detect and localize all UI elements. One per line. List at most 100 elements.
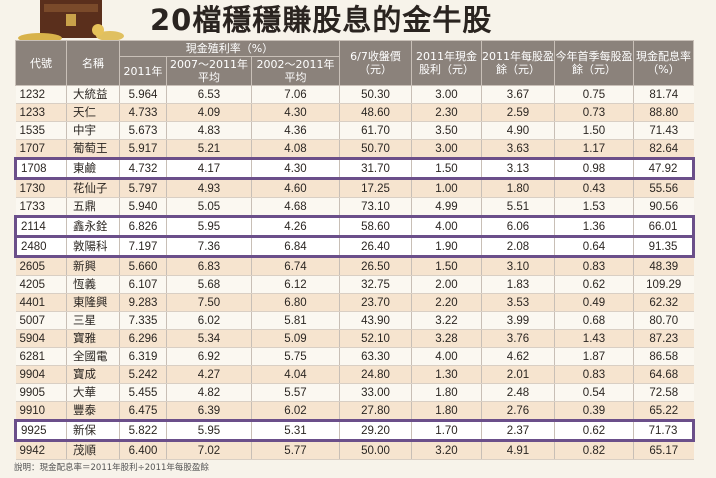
cell-eps: 2.01 bbox=[481, 365, 555, 384]
table-row-highlighted: 1708 東鹼 4.732 4.17 4.30 31.70 1.50 3.13 0.98 47.9… bbox=[14, 157, 695, 180]
cell-y2011: 7.197 bbox=[119, 235, 167, 258]
cell-y2011: 5.673 bbox=[119, 121, 167, 140]
cell-name: 大華 bbox=[66, 383, 120, 402]
cell-div: 1.30 bbox=[411, 365, 482, 384]
cell-code: 1707 bbox=[15, 139, 67, 159]
cell-y0211: 5.31 bbox=[251, 419, 340, 442]
cell-price: 32.75 bbox=[339, 275, 412, 294]
table-row: 1535 中宇 5.673 4.83 4.36 61.70 3.50 4.90 1.50 71.4… bbox=[15, 121, 694, 140]
cell-eps: 3.67 bbox=[481, 85, 555, 104]
cell-div: 3.28 bbox=[411, 329, 482, 348]
table-row: 9942 茂順 6.400 7.02 5.77 50.00 3.20 4.91 0.82 65.1… bbox=[15, 440, 694, 460]
table-row: 4401 東隆興 9.283 7.50 6.80 23.70 2.20 3.53 0.49 62.… bbox=[15, 293, 694, 312]
cell-payout: 71.43 bbox=[633, 121, 694, 140]
cell-payout: 109.29 bbox=[633, 275, 694, 294]
cell-payout: 81.74 bbox=[633, 85, 694, 104]
cell-price: 50.00 bbox=[339, 440, 412, 460]
cell-y2011: 6.475 bbox=[119, 401, 167, 421]
cell-name: 豐泰 bbox=[66, 401, 120, 421]
dividend-stocks-table: 代號 名稱 現金殖利率（%） 6/7收盤價（元） 2011年現金股利（元） 20… bbox=[14, 40, 695, 460]
cell-q1: 0.83 bbox=[554, 365, 634, 384]
cell-y2011: 5.917 bbox=[119, 139, 167, 159]
cell-y2011: 6.826 bbox=[119, 215, 167, 238]
cell-div: 3.50 bbox=[411, 121, 482, 140]
header-yield-2002-2011: 2002～2011年平均 bbox=[251, 56, 340, 86]
cell-q1: 0.54 bbox=[554, 383, 634, 402]
cell-y0211: 5.09 bbox=[251, 329, 340, 348]
cell-price: 50.30 bbox=[339, 85, 412, 104]
cell-q1: 1.50 bbox=[554, 121, 634, 140]
cell-price: 27.80 bbox=[339, 401, 412, 421]
cell-payout: 65.22 bbox=[633, 401, 694, 421]
cell-name: 寶雅 bbox=[66, 329, 120, 348]
table-row: 9904 寶成 5.242 4.27 4.04 24.80 1.30 2.01 0.83 64.6… bbox=[15, 365, 694, 384]
table-row: 4205 恆義 6.107 5.68 6.12 32.75 2.00 1.83 0.62 109.… bbox=[15, 275, 694, 294]
cell-q1: 0.68 bbox=[554, 311, 634, 330]
cell-eps: 3.76 bbox=[481, 329, 555, 348]
cell-y2011: 6.400 bbox=[119, 440, 167, 460]
cell-name: 葡萄王 bbox=[66, 139, 120, 159]
cell-payout: 47.92 bbox=[633, 157, 695, 180]
cell-q1: 0.83 bbox=[554, 256, 634, 276]
cell-eps: 3.53 bbox=[481, 293, 555, 312]
cell-eps: 2.76 bbox=[481, 401, 555, 421]
cell-div: 1.90 bbox=[411, 235, 482, 258]
table-row: 1707 葡萄王 5.917 5.21 4.08 50.70 3.00 3.63 1.17 82.… bbox=[15, 139, 694, 159]
cell-code: 2605 bbox=[15, 256, 67, 276]
cell-y2011: 6.296 bbox=[119, 329, 167, 348]
cell-div: 4.00 bbox=[411, 347, 482, 366]
table-section: 代號 名稱 現金殖利率（%） 6/7收盤價（元） 2011年現金股利（元） 20… bbox=[14, 0, 695, 478]
cell-y0711: 4.09 bbox=[166, 103, 252, 122]
cell-y0211: 6.80 bbox=[251, 293, 340, 312]
cell-code: 9925 bbox=[14, 419, 67, 442]
cell-price: 24.80 bbox=[339, 365, 412, 384]
cell-name: 天仁 bbox=[66, 103, 120, 122]
cell-price: 63.30 bbox=[339, 347, 412, 366]
cell-name: 全國電 bbox=[66, 347, 120, 366]
cell-eps: 1.80 bbox=[481, 178, 555, 198]
cell-code: 9904 bbox=[15, 365, 67, 384]
cell-name: 新興 bbox=[66, 256, 120, 276]
table-row-highlighted: 9925 新保 5.822 5.95 5.31 29.20 1.70 2.37 0.62 71.7… bbox=[14, 419, 695, 442]
cell-y2011: 4.733 bbox=[119, 103, 167, 122]
cell-y0211: 4.08 bbox=[251, 139, 340, 159]
cell-price: 61.70 bbox=[339, 121, 412, 140]
cell-eps: 3.99 bbox=[481, 311, 555, 330]
cell-payout: 55.56 bbox=[633, 178, 694, 198]
cell-div: 4.00 bbox=[411, 215, 482, 238]
cell-y0211: 5.77 bbox=[251, 440, 340, 460]
cell-y0711: 7.50 bbox=[166, 293, 252, 312]
cell-price: 29.20 bbox=[339, 419, 412, 442]
cell-q1: 1.53 bbox=[554, 197, 634, 217]
cell-y0711: 5.05 bbox=[166, 197, 252, 217]
cell-div: 2.20 bbox=[411, 293, 482, 312]
cell-price: 17.25 bbox=[339, 178, 412, 198]
cell-y2011: 5.455 bbox=[119, 383, 167, 402]
cell-code: 1708 bbox=[14, 157, 67, 180]
cell-code: 1233 bbox=[15, 103, 67, 122]
cell-div: 1.80 bbox=[411, 383, 482, 402]
cell-price: 23.70 bbox=[339, 293, 412, 312]
cell-name: 中宇 bbox=[66, 121, 120, 140]
cell-code: 4401 bbox=[15, 293, 67, 312]
cell-y2011: 5.964 bbox=[119, 85, 167, 104]
cell-name: 敦陽科 bbox=[66, 235, 120, 258]
cell-y0711: 6.02 bbox=[166, 311, 252, 330]
cell-eps: 4.62 bbox=[481, 347, 555, 366]
cell-y0211: 6.84 bbox=[251, 235, 340, 258]
cell-y0711: 5.21 bbox=[166, 139, 252, 159]
cell-name: 恆義 bbox=[66, 275, 120, 294]
cell-code: 4205 bbox=[15, 275, 67, 294]
cell-q1: 0.75 bbox=[554, 85, 634, 104]
cell-y0711: 5.95 bbox=[166, 419, 252, 442]
cell-q1: 0.49 bbox=[554, 293, 634, 312]
cell-div: 1.50 bbox=[411, 157, 482, 180]
header-yield-2007-2011: 2007～2011年平均 bbox=[166, 56, 252, 86]
cell-div: 1.70 bbox=[411, 419, 482, 442]
table-row-highlighted: 2480 敦陽科 7.197 7.36 6.84 26.40 1.90 2.08 0.64 91.… bbox=[14, 235, 695, 258]
cell-y0711: 4.93 bbox=[166, 178, 252, 198]
cell-div: 2.00 bbox=[411, 275, 482, 294]
header-code: 代號 bbox=[15, 40, 67, 86]
cell-code: 5007 bbox=[15, 311, 67, 330]
cell-y0711: 4.83 bbox=[166, 121, 252, 140]
